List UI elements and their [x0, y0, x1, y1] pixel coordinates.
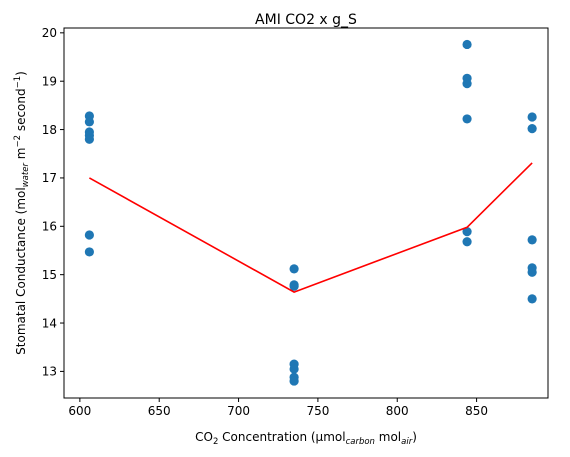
- data-point: [84, 117, 94, 127]
- x-tick-label: 800: [386, 404, 409, 418]
- y-axis-label: Stomatal Conductance (molwater m−2 secon…: [13, 71, 31, 355]
- plot-area: [84, 39, 537, 386]
- y-tick-label: 19: [42, 75, 57, 89]
- chart-title: AMI CO2 x g_S: [255, 12, 357, 28]
- data-point: [84, 230, 94, 240]
- data-point: [462, 79, 472, 89]
- data-point: [462, 227, 472, 237]
- y-tick-label: 18: [42, 123, 57, 137]
- y-tick-label: 20: [42, 26, 57, 40]
- data-point: [84, 247, 94, 257]
- x-tick-label: 850: [465, 404, 488, 418]
- data-point: [289, 364, 299, 374]
- data-point: [527, 112, 537, 122]
- trend-line: [89, 162, 533, 293]
- x-tick-label: 700: [227, 404, 250, 418]
- y-tick-label: 17: [42, 171, 57, 185]
- data-point: [527, 267, 537, 277]
- plot-frame: [63, 27, 549, 399]
- x-tick-label: 600: [68, 404, 91, 418]
- x-tick-label: 650: [148, 404, 171, 418]
- data-point: [527, 235, 537, 245]
- data-point: [289, 376, 299, 386]
- data-point: [527, 294, 537, 304]
- y-tick-label: 14: [42, 316, 57, 330]
- data-point: [289, 264, 299, 274]
- data-point: [462, 237, 472, 247]
- data-point: [462, 114, 472, 124]
- y-tick-label: 13: [42, 365, 57, 379]
- x-axis-label: CO2 Concentration (µmolcarbon molair): [195, 430, 417, 447]
- y-tick-label: 16: [42, 220, 57, 234]
- data-point: [289, 281, 299, 291]
- data-point: [84, 134, 94, 144]
- data-point: [527, 124, 537, 134]
- data-point: [462, 39, 472, 50]
- y-tick-label: 15: [42, 268, 57, 282]
- axes: 600 650 700 750 800 850 13 14 15 16 17 18 19 20 CO2 Co…: [13, 26, 549, 447]
- x-tick-label: 750: [306, 404, 329, 418]
